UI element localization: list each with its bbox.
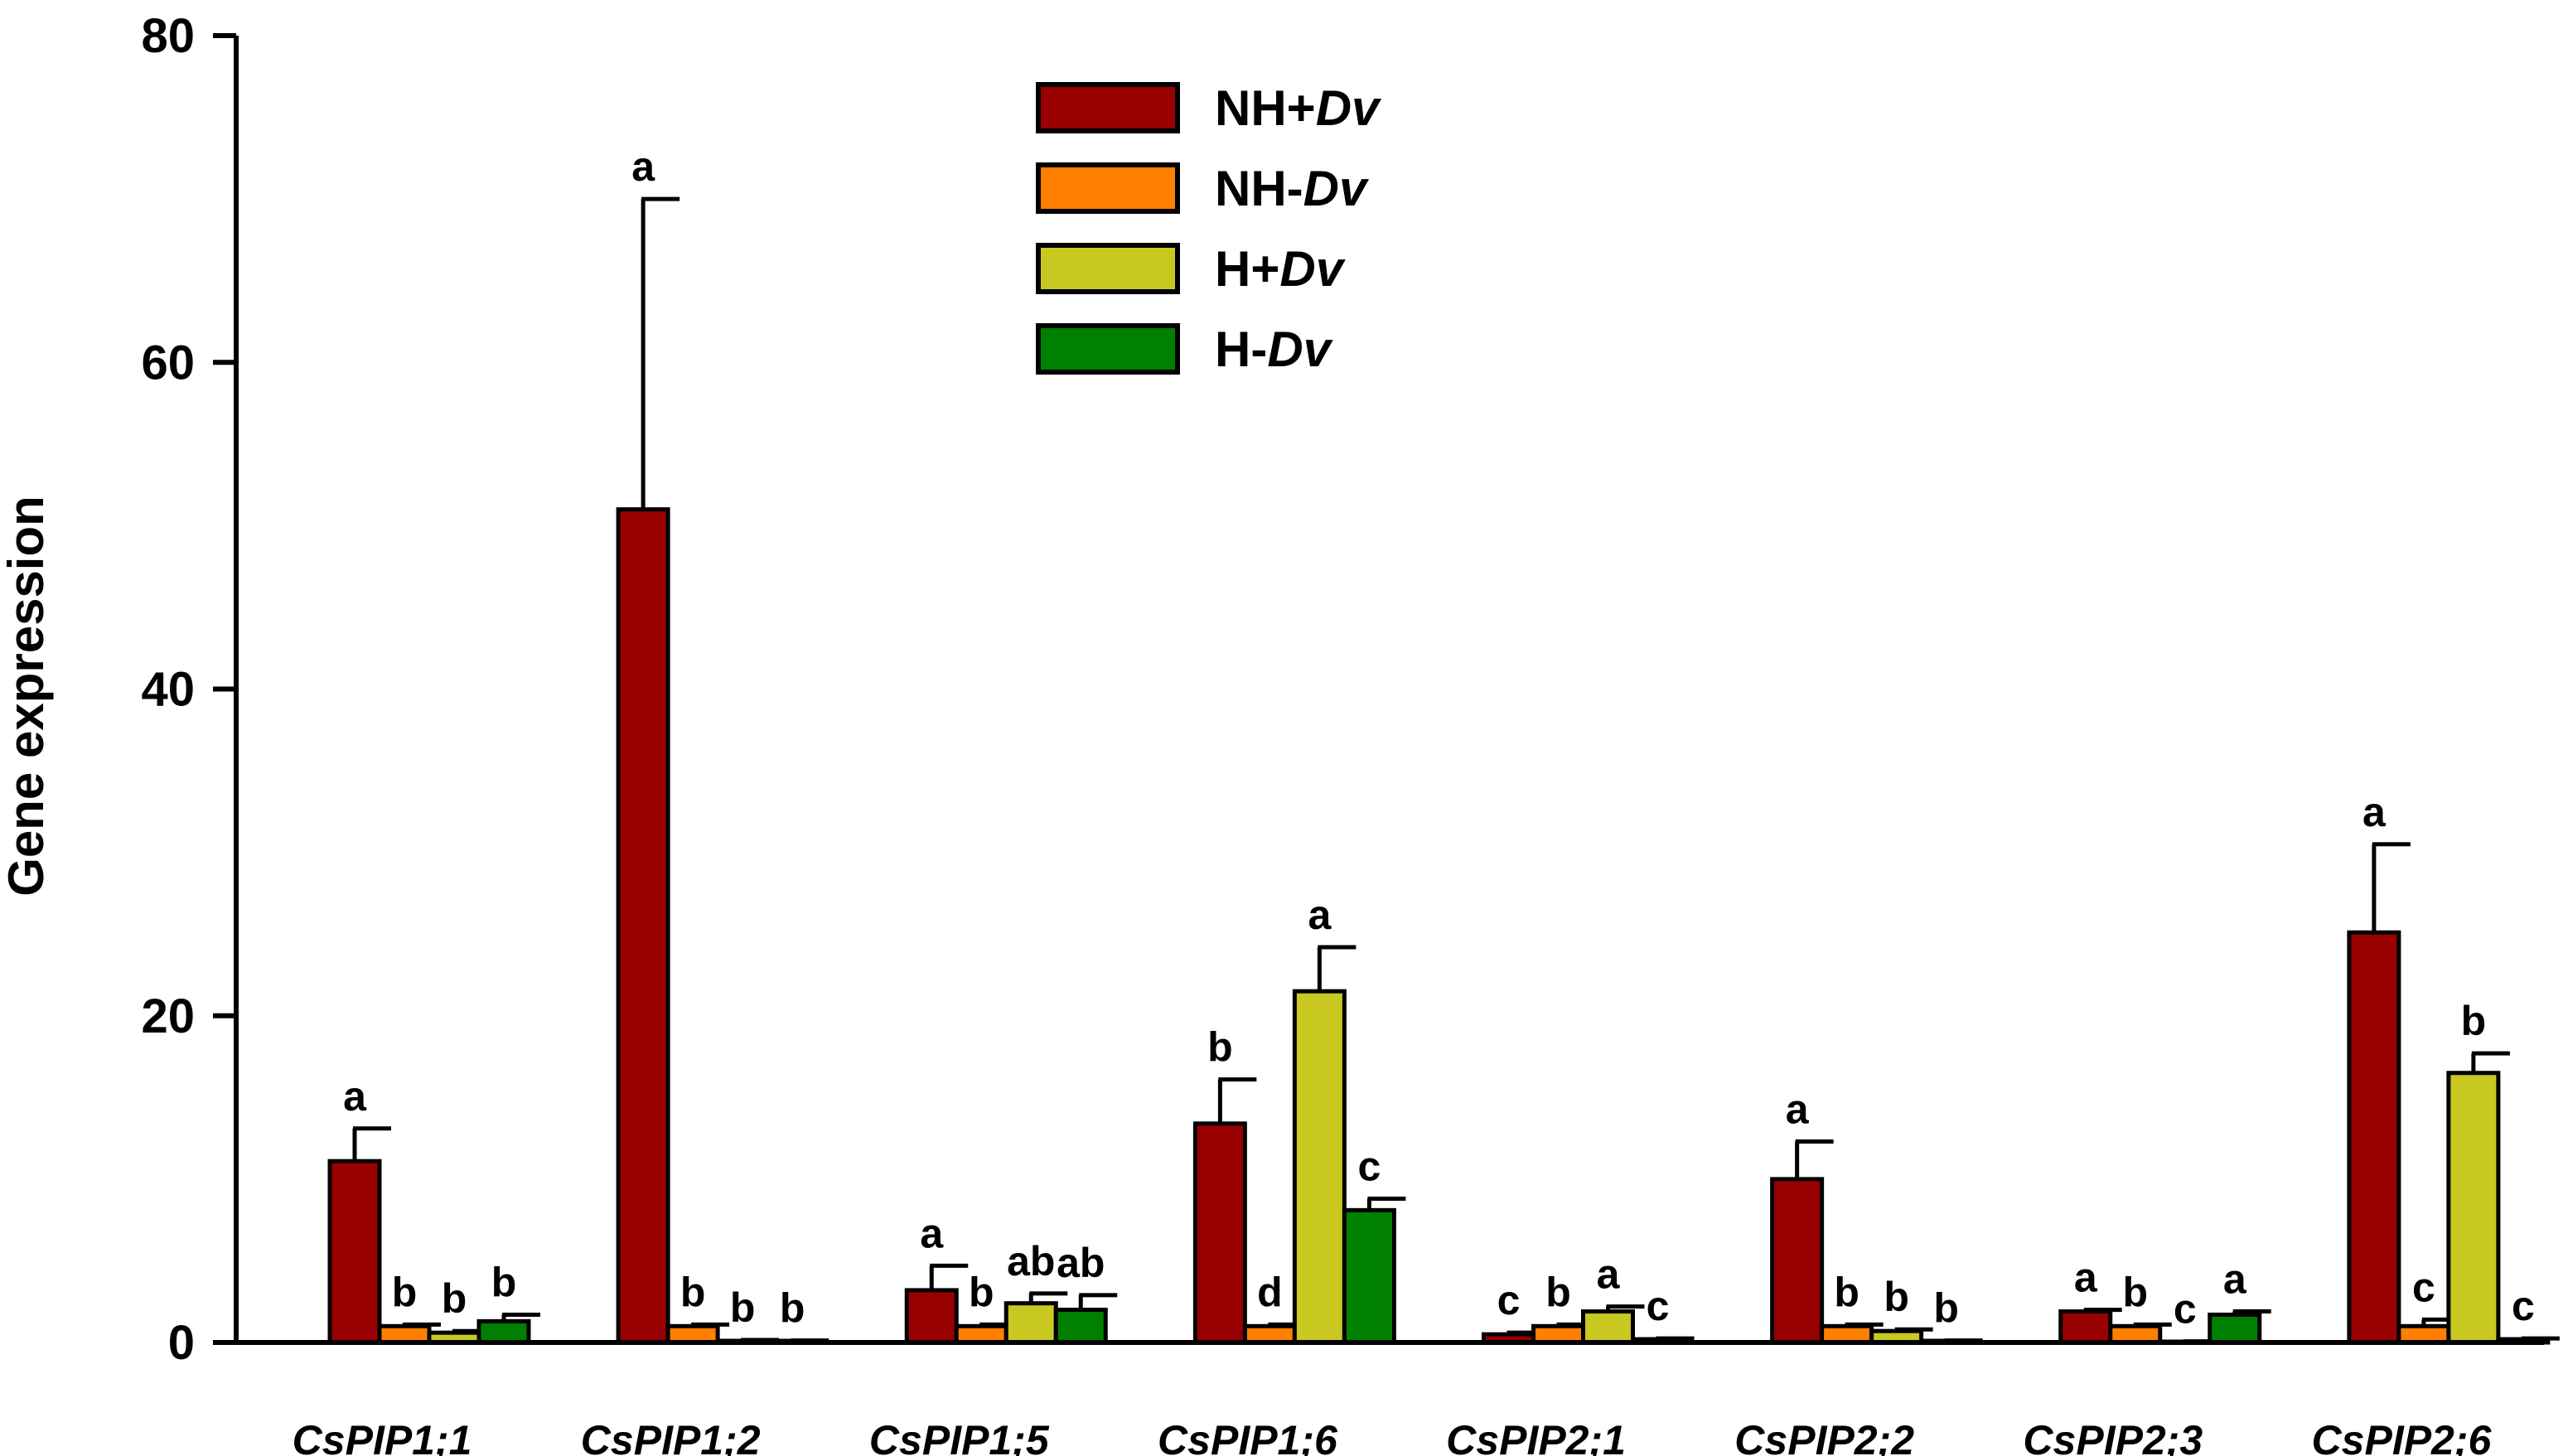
significance-label: b: [392, 1269, 418, 1315]
x-tick-label: CsPIP1;2: [581, 1417, 761, 1456]
legend-swatch: [1036, 243, 1180, 294]
significance-label: a: [1786, 1086, 1810, 1133]
legend: NH+Dv NH-Dv H+Dv H-Dv: [1036, 80, 1382, 377]
significance-label: a: [2223, 1256, 2247, 1303]
significance-label: b: [680, 1269, 706, 1315]
bar-NH+Dv-CsPIP2;6: [2347, 930, 2401, 1345]
x-tick-label: CsPIP2;6: [2312, 1417, 2493, 1456]
significance-label: c: [2412, 1264, 2435, 1310]
y-tick-label: 20: [141, 989, 195, 1043]
legend-swatch: [1036, 162, 1180, 214]
significance-label: c: [1497, 1277, 1521, 1323]
significance-label: ab: [1057, 1240, 1105, 1286]
significance-label: a: [1597, 1251, 1621, 1298]
legend-swatch: [1036, 82, 1180, 133]
significance-label: c: [1647, 1283, 1670, 1329]
significance-label: b: [1933, 1285, 1959, 1332]
y-tick-label: 80: [141, 9, 195, 63]
significance-label: b: [442, 1275, 467, 1322]
y-axis: 0 20 40 60 80: [141, 9, 239, 1370]
significance-label: c: [2512, 1283, 2535, 1329]
x-axis: CsPIP1;1 CsPIP1;2 CsPIP1;5 CsPIP1;6 CsPIP2;1…: [236, 1340, 2544, 1456]
significance-label: b: [730, 1284, 756, 1331]
bar-H+Dv-CsPIP2;1: [1581, 1309, 1635, 1345]
bar-H-Dv-CsPIP1;5: [1053, 1308, 1108, 1345]
significance-label: c: [1357, 1144, 1381, 1190]
bar-NH+Dv-CsPIP2;3: [2058, 1309, 2113, 1345]
significance-label: b: [2122, 1269, 2148, 1315]
bar-H+Dv-CsPIP1;5: [1004, 1301, 1058, 1345]
x-tick-label: CsPIP1;6: [1158, 1417, 1338, 1456]
x-tick-label: CsPIP1;5: [869, 1417, 1050, 1456]
bar-NH+Dv-CsPIP1;5: [904, 1288, 959, 1345]
legend-label: H-Dv: [1215, 322, 1334, 377]
bar-NH+Dv-CsPIP1;2: [616, 507, 670, 1345]
y-axis-title: Gene expression: [0, 496, 54, 897]
significance-label: a: [920, 1210, 944, 1256]
significance-label: a: [631, 143, 655, 190]
significance-label: b: [969, 1269, 994, 1315]
bar-NH+Dv-CsPIP1;1: [327, 1159, 382, 1345]
bar-NH+Dv-CsPIP1;6: [1192, 1121, 1247, 1345]
legend-label: NH-Dv: [1215, 161, 1370, 216]
bar-H+Dv-CsPIP2;6: [2446, 1071, 2501, 1345]
significance-label: a: [2074, 1255, 2098, 1301]
bar-H-Dv-CsPIP2;3: [2208, 1312, 2262, 1345]
bar-H-Dv-CsPIP1;1: [476, 1318, 531, 1345]
significance-label: b: [491, 1259, 517, 1305]
significance-label: b: [780, 1285, 805, 1332]
significance-label: b: [1884, 1274, 1909, 1320]
significance-label: a: [1308, 892, 1332, 938]
significance-label: b: [1207, 1024, 1233, 1071]
significance-label: b: [1545, 1269, 1571, 1315]
significance-label: b: [1834, 1269, 1860, 1315]
legend-label: NH+Dv: [1215, 80, 1382, 136]
bar-H+Dv-CsPIP1;6: [1292, 989, 1347, 1345]
legend-label: H+Dv: [1215, 241, 1347, 297]
significance-label: d: [1257, 1269, 1283, 1315]
bar-H-Dv-CsPIP1;6: [1342, 1207, 1396, 1345]
x-tick-label: CsPIP2;1: [1446, 1417, 1626, 1456]
y-tick-label: 40: [141, 663, 195, 717]
significance-label: ab: [1007, 1238, 1055, 1284]
significance-label: a: [343, 1073, 367, 1120]
bar-NH+Dv-CsPIP2;2: [1770, 1177, 1825, 1345]
legend-swatch: [1036, 323, 1180, 375]
x-tick-label: CsPIP2;3: [2023, 1417, 2203, 1456]
significance-label: a: [2362, 789, 2387, 835]
x-tick-label: CsPIP2;2: [1734, 1417, 1914, 1456]
y-tick-label: 0: [168, 1316, 195, 1370]
x-tick-label: CsPIP1;1: [293, 1417, 472, 1456]
y-tick-label: 60: [141, 336, 195, 389]
significance-label: c: [2174, 1286, 2197, 1333]
significance-label: b: [2461, 998, 2487, 1044]
